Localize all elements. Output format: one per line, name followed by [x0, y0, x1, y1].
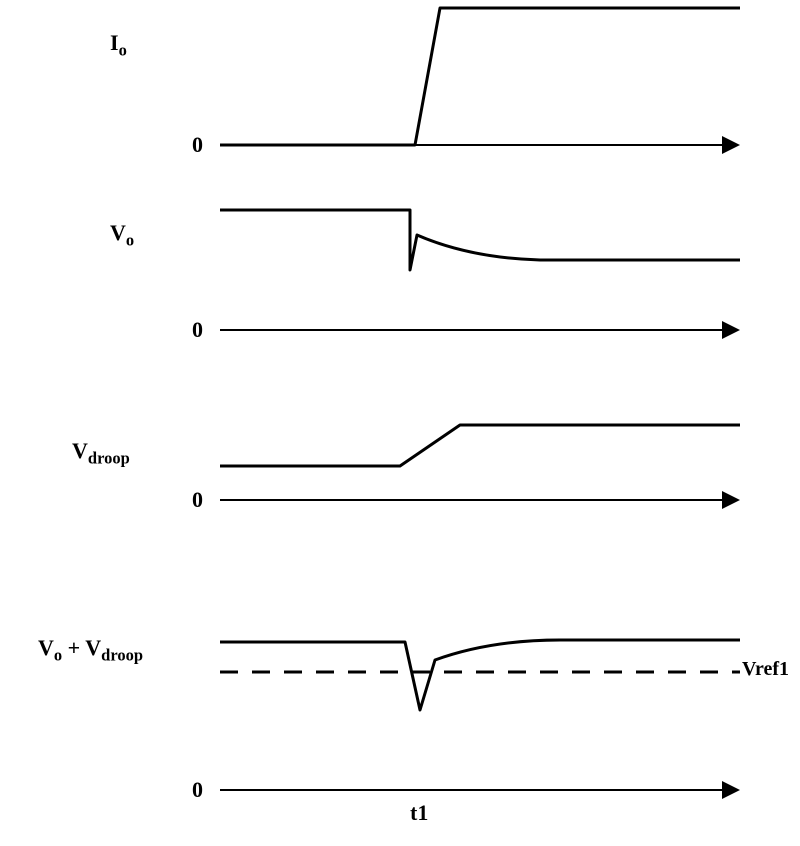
ref-label-vref1: Vref1: [742, 658, 789, 681]
label-io: Io: [110, 30, 127, 60]
zero-label-io: 0: [192, 132, 203, 158]
zero-label-sum: 0: [192, 777, 203, 803]
label-vdroop: Vdroop: [72, 438, 130, 468]
label-vo-plus-vdroop: Vo + Vdroop: [38, 635, 143, 665]
time-label-t1: t1: [410, 800, 428, 826]
timing-diagram: [0, 0, 800, 846]
label-vo: Vo: [110, 220, 134, 250]
zero-label-vo: 0: [192, 317, 203, 343]
zero-label-vdroop: 0: [192, 487, 203, 513]
